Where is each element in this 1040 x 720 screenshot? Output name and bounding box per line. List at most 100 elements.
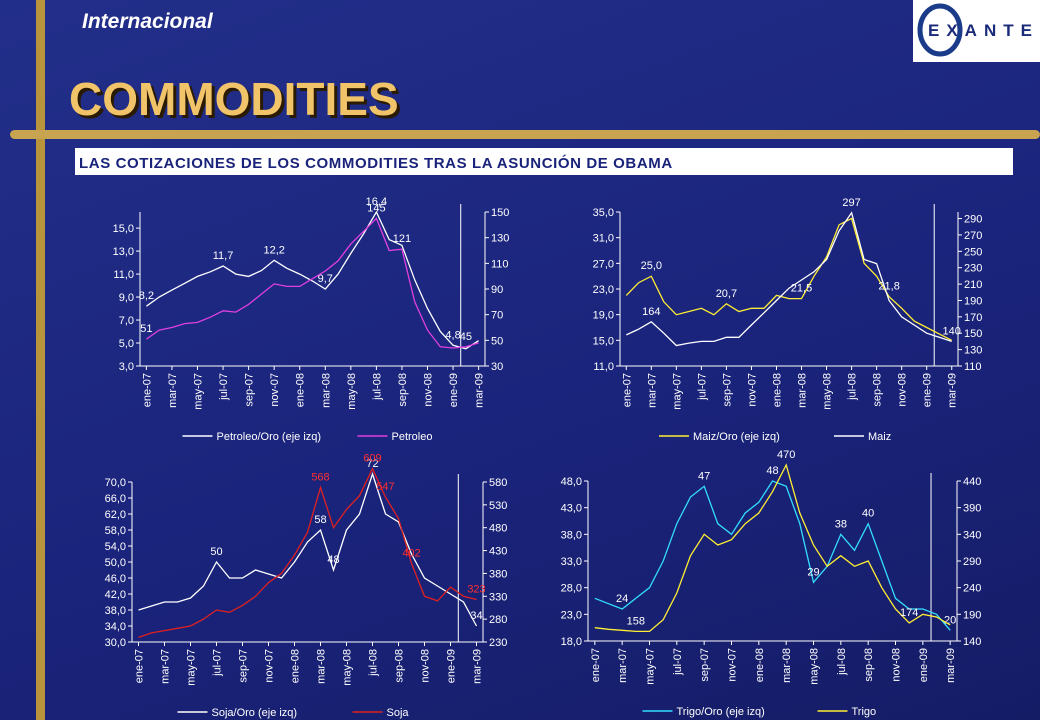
x-tick-label: nov-08: [423, 373, 435, 407]
logo-ring: [917, 3, 963, 57]
y2-tick-label: 530: [489, 500, 507, 512]
y-tick-label: 58,0: [105, 525, 126, 537]
y-tick-label: 28,0: [561, 583, 582, 595]
value-label: 50: [210, 546, 222, 558]
x-tick-label: ene-08: [771, 373, 783, 407]
y2-tick-label: 380: [489, 568, 507, 580]
y-tick-label: 13,0: [113, 246, 134, 258]
y2-tick-label: 110: [491, 258, 509, 270]
y2-tick-label: 290: [963, 556, 981, 568]
x-tick-label: may-08: [342, 649, 354, 686]
title: COMMODITIES: [69, 73, 399, 125]
x-tick-label: ene-08: [295, 373, 307, 407]
y-tick-label: 5,0: [119, 338, 134, 350]
x-tick-label: jul-08: [371, 373, 383, 401]
series-line: [594, 480, 951, 631]
value-label: 568: [311, 471, 329, 483]
series-line: [594, 463, 951, 633]
value-label: 4,8: [445, 329, 460, 341]
x-tick-label: ene-07: [621, 373, 633, 407]
x-tick-label: ene-09: [922, 373, 934, 407]
value-label: 11,7: [213, 250, 234, 262]
x-tick-label: may-07: [193, 373, 205, 410]
y2-tick-label: 210: [964, 279, 982, 291]
y-tick-label: 50,0: [105, 557, 126, 569]
x-tick-label: nov-08: [897, 373, 909, 407]
x-tick-label: ene-07: [141, 373, 153, 407]
x-tick-label: may-08: [822, 373, 834, 410]
value-label: 323: [467, 583, 485, 595]
y-tick-label: 3,0: [119, 361, 134, 373]
x-tick-label: mar-07: [160, 649, 172, 684]
y-tick-label: 23,0: [593, 284, 614, 296]
y2-tick-label: 150: [491, 207, 509, 219]
y2-tick-label: 290: [964, 214, 982, 226]
x-tick-label: nov-07: [269, 373, 281, 407]
value-label: 20,7: [716, 288, 737, 300]
value-label: 547: [376, 481, 394, 493]
value-label: 48: [766, 465, 778, 477]
y2-tick-label: 230: [489, 637, 507, 649]
y2-tick-label: 390: [963, 503, 981, 515]
y-tick-label: 27,0: [593, 258, 614, 270]
y-tick-label: 18,0: [561, 636, 582, 648]
y2-tick-label: 50: [491, 335, 503, 347]
x-tick-label: mar-08: [320, 373, 332, 408]
y-tick-label: 34,0: [105, 621, 126, 633]
y-tick-label: 31,0: [593, 233, 614, 245]
y-tick-label: 33,0: [561, 556, 582, 568]
value-label: 21,5: [791, 283, 812, 295]
legend-label: Maiz: [868, 431, 891, 443]
y2-tick-label: 90: [491, 284, 503, 296]
x-tick-label: mar-07: [167, 373, 179, 408]
y-tick-label: 42,0: [105, 589, 126, 601]
y-tick-label: 48,0: [561, 476, 582, 488]
y2-tick-label: 70: [491, 310, 503, 322]
x-tick-label: nov-07: [727, 648, 739, 682]
value-label: 121: [393, 233, 411, 245]
value-label: 29: [807, 566, 819, 578]
x-tick-label: sep-08: [397, 373, 409, 407]
x-tick-label: sep-07: [238, 649, 250, 683]
value-label: 58: [314, 514, 326, 526]
y-tick-label: 11,0: [593, 361, 614, 373]
x-tick-label: ene-07: [134, 649, 146, 683]
x-tick-label: mar-08: [797, 373, 809, 408]
y2-tick-label: 280: [489, 614, 507, 626]
y-tick-label: 62,0: [105, 509, 126, 521]
legend-label: Soja/Oro (eje izq): [212, 707, 298, 719]
value-label: 38: [835, 518, 847, 530]
legend-label: Petroleo: [392, 431, 433, 443]
y2-tick-label: 270: [964, 230, 982, 242]
x-tick-label: jul-07: [672, 648, 684, 676]
value-label: 164: [642, 306, 660, 318]
x-tick-label: sep-08: [872, 373, 884, 407]
y2-tick-label: 330: [489, 591, 507, 603]
value-label: 16,4: [366, 196, 387, 208]
x-tick-label: jul-07: [212, 649, 224, 677]
y-tick-label: 7,0: [119, 315, 134, 327]
value-label: 51: [140, 323, 152, 335]
value-label: 297: [842, 197, 860, 209]
y2-tick-label: 190: [964, 295, 982, 307]
series-line: [146, 210, 479, 350]
y-tick-label: 43,0: [561, 503, 582, 515]
x-tick-label: ene-09: [918, 648, 930, 682]
x-tick-label: nov-08: [420, 649, 432, 683]
section: Internacional: [82, 10, 214, 33]
x-tick-label: mar-09: [474, 373, 486, 408]
y-tick-label: 15,0: [113, 223, 134, 235]
y-tick-label: 38,0: [561, 529, 582, 541]
legend-label: Maiz/Oro (eje izq): [693, 431, 780, 443]
value-label: 174: [900, 607, 918, 619]
value-label: 47: [698, 470, 710, 482]
y-tick-label: 23,0: [561, 609, 582, 621]
series-line: [146, 217, 479, 349]
value-label: 48: [327, 554, 339, 566]
series-line: [138, 467, 477, 639]
x-tick-label: jul-07: [696, 373, 708, 401]
value-label: 24: [616, 593, 628, 605]
value-label: 470: [777, 449, 795, 461]
value-label: 45: [460, 331, 472, 343]
